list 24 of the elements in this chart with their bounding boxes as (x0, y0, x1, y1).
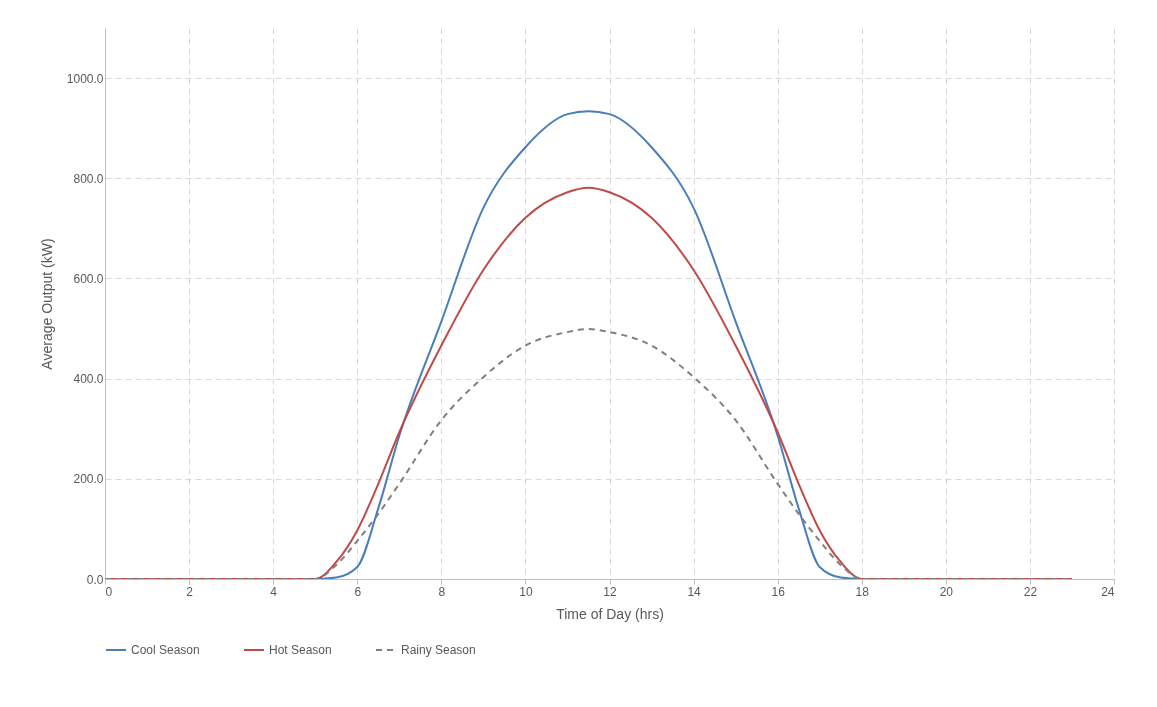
x-tick-label: 4 (270, 584, 278, 599)
legend-label: Rainy Season (401, 643, 476, 657)
y-tick-label: 0.0 (86, 572, 104, 587)
x-tick-label: 16 (771, 584, 786, 599)
x-tick-label: 24 (1101, 584, 1115, 599)
x-tick-label: 10 (519, 584, 533, 599)
x-tick-label: 14 (687, 584, 702, 599)
x-tick-label: 6 (354, 584, 362, 599)
y-axis-title: Average Output (kW) (38, 238, 55, 370)
x-tick-label: 12 (603, 584, 617, 599)
y-tick-label: 600.0 (73, 271, 104, 286)
x-tick-label: 0 (105, 584, 113, 599)
legend-label: Hot Season (269, 643, 332, 657)
x-tick-label: 8 (438, 584, 446, 599)
x-tick-label: 20 (939, 584, 954, 599)
y-tick-label: 200.0 (73, 472, 104, 487)
x-tick-label: 2 (186, 584, 194, 599)
legend-label: Cool Season (131, 643, 200, 657)
y-tick-label: 400.0 (73, 372, 104, 387)
x-tick-label: 22 (1023, 584, 1038, 599)
y-tick-label: 1000.0 (66, 71, 104, 86)
x-tick-label: 18 (855, 584, 870, 599)
x-axis-title: Time of Day (hrs) (556, 605, 664, 622)
y-tick-label: 800.0 (73, 171, 104, 186)
